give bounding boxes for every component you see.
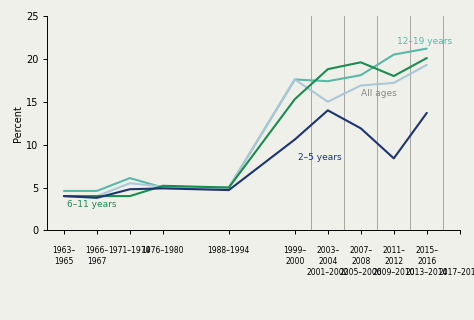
Text: 1976–1980: 1976–1980 — [142, 246, 184, 255]
Text: 2007–: 2007– — [349, 246, 373, 255]
Text: 2016: 2016 — [417, 257, 437, 266]
Text: 2009–2010: 2009–2010 — [373, 268, 415, 277]
Text: 1999–: 1999– — [283, 246, 307, 255]
Text: 1967: 1967 — [87, 257, 107, 266]
Text: 1963–: 1963– — [52, 246, 75, 255]
Text: 2011–: 2011– — [383, 246, 405, 255]
Text: 2004: 2004 — [318, 257, 337, 266]
Text: 1965: 1965 — [54, 257, 73, 266]
Text: 2005–2006: 2005–2006 — [339, 268, 382, 277]
Text: 2001–2002: 2001–2002 — [307, 268, 349, 277]
Text: 1971–1974: 1971–1974 — [109, 246, 151, 255]
Text: 1966–: 1966– — [85, 246, 109, 255]
Text: 1988–1994: 1988–1994 — [208, 246, 250, 255]
Text: 2015–: 2015– — [415, 246, 438, 255]
Y-axis label: Percent: Percent — [13, 105, 23, 142]
Text: 12–19 years: 12–19 years — [397, 37, 452, 46]
Text: All ages: All ages — [361, 89, 397, 98]
Text: 6–11 years: 6–11 years — [67, 200, 117, 209]
Text: 2012: 2012 — [384, 257, 403, 266]
Text: 2013–2014: 2013–2014 — [406, 268, 448, 277]
Text: 2–5 years: 2–5 years — [298, 153, 342, 162]
Text: 2008: 2008 — [351, 257, 371, 266]
Text: 2017–2018: 2017–2018 — [438, 268, 474, 277]
Text: 2003–: 2003– — [316, 246, 339, 255]
Text: 2000: 2000 — [285, 257, 304, 266]
